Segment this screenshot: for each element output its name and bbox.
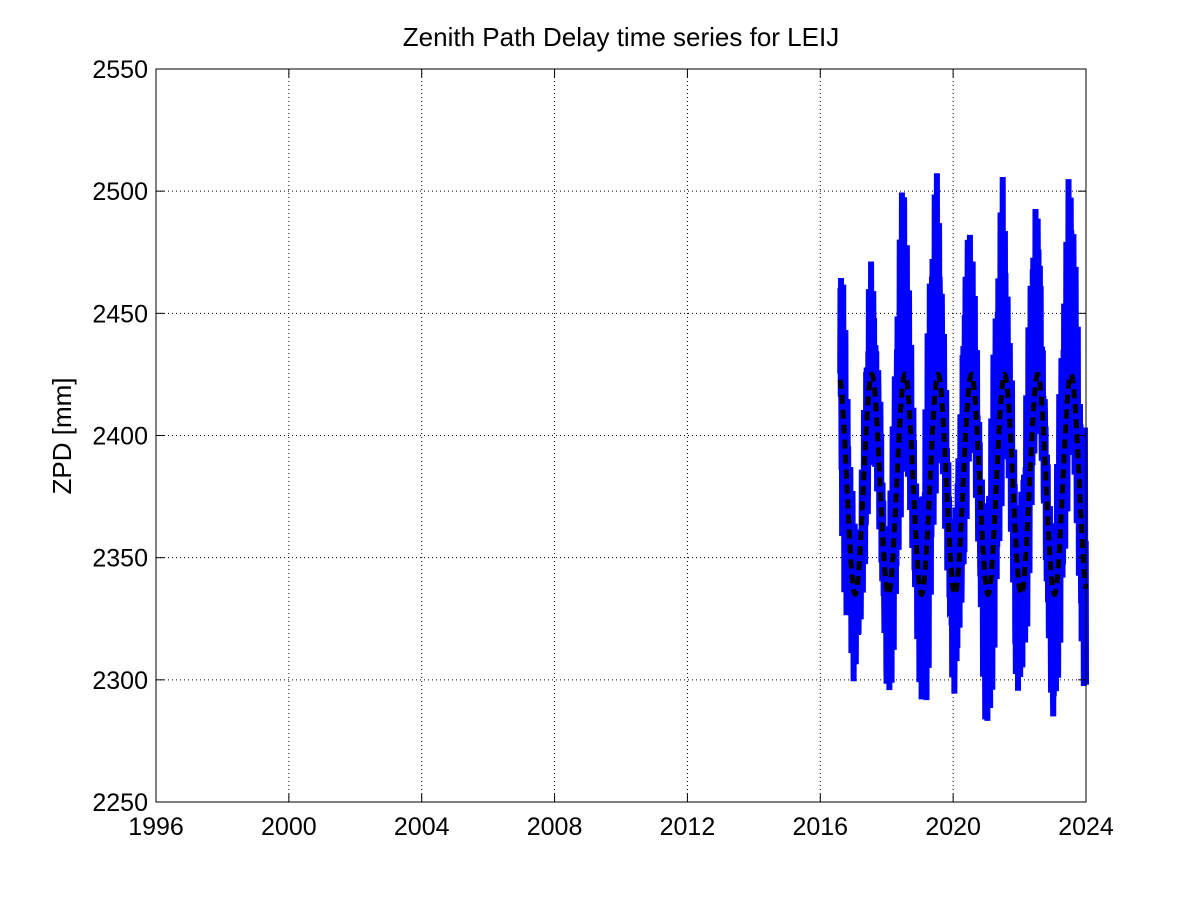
grid-lines [156,69,1086,802]
x-tick-label: 2008 [527,813,583,841]
y-axis-label: ZPD [mm] [47,378,77,495]
y-tick-label: 2500 [92,178,148,206]
axes: 1996 2000 2004 2008 2012 2016 2020 2024 2250 2300… [92,56,1114,841]
y-tick-label: 2250 [92,789,148,817]
zpd-seasonal-model-line [837,371,1089,598]
chart-title: Zenith Path Delay time series for LEIJ [403,22,839,52]
x-tick-label: 2024 [1058,813,1114,841]
y-tick-label: 2450 [92,300,148,328]
data-series [837,173,1089,721]
x-tick-label: 2012 [660,813,716,841]
x-tick-label: 1996 [128,813,184,841]
y-tick-label: 2350 [92,545,148,573]
x-tick-label: 2016 [792,813,848,841]
y-tick-label: 2400 [92,423,148,451]
x-tick-label: 2000 [261,813,317,841]
y-tick-label: 2550 [92,56,148,84]
x-tick-label: 2020 [925,813,981,841]
x-tick-label: 2004 [394,813,450,841]
y-tick-label: 2300 [92,667,148,695]
